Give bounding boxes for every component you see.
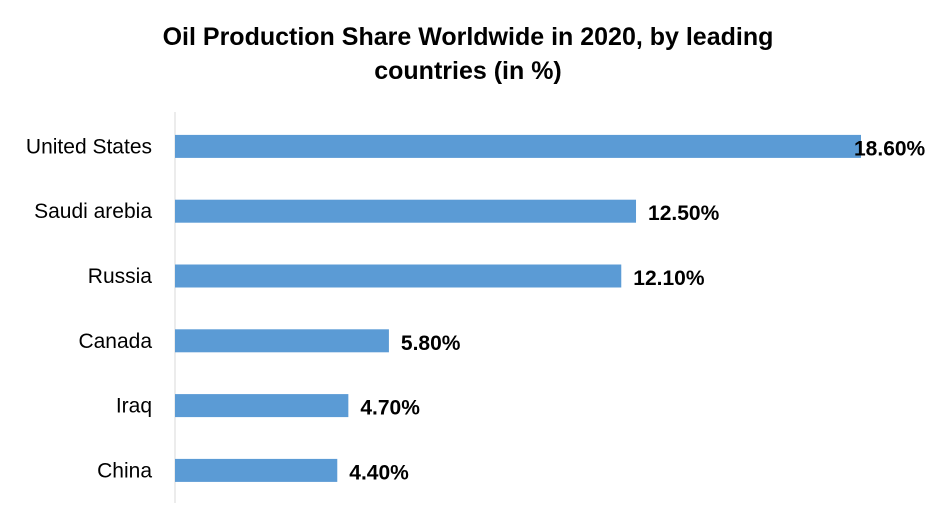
bar-united-states [175, 134, 861, 158]
category-label: Saudi arebia [34, 200, 152, 223]
bar-saudi-arebia [175, 199, 637, 223]
data-label: 12.50% [648, 202, 720, 225]
data-label: 18.60% [854, 137, 926, 160]
bar-iraq [175, 394, 349, 418]
data-label: 4.40% [349, 461, 409, 484]
category-label: Canada [78, 330, 152, 353]
data-label: 12.10% [633, 267, 705, 290]
chart-title-line-1: Oil Production Share Worldwide in 2020, … [162, 23, 774, 51]
bar-china [175, 458, 338, 482]
data-label: 4.70% [360, 397, 420, 420]
chart-title-line-2: countries (in %) [374, 57, 562, 85]
data-label: 5.80% [401, 332, 461, 355]
category-label: China [97, 459, 152, 482]
category-label: Russia [88, 265, 153, 288]
chart-title: Oil Production Share Worldwide in 2020, … [118, 20, 818, 88]
category-label: United States [26, 135, 152, 158]
category-label: Iraq [116, 395, 152, 418]
bars-layer: United States 18.60% Saudi arebia 12.50% Rus… [26, 134, 926, 484]
bar-russia [175, 264, 622, 288]
bar-canada [175, 329, 389, 353]
